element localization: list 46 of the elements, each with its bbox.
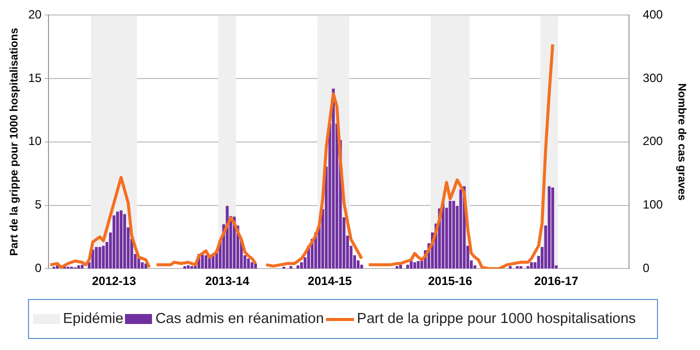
bar <box>448 200 452 269</box>
x-tick-label: 2013-14 <box>205 274 250 288</box>
bar <box>254 264 257 269</box>
bar <box>530 262 533 269</box>
bar <box>519 266 522 269</box>
y2-tick-label: 400 <box>642 8 664 22</box>
x-tick-label: 2014-15 <box>308 274 352 288</box>
x-tick-label: 2012-13 <box>92 274 136 288</box>
bar <box>80 264 84 269</box>
bar <box>399 264 402 269</box>
y2-tick-label: 300 <box>642 70 664 85</box>
y2-tick-label: 0 <box>642 260 650 275</box>
bar <box>204 255 208 269</box>
bar <box>360 264 364 269</box>
bar <box>201 254 204 269</box>
bar <box>120 210 122 269</box>
bar <box>396 266 398 269</box>
bar <box>332 88 335 269</box>
bar <box>452 200 456 269</box>
x-tick-label: 2016-17 <box>534 274 579 288</box>
y-tick-label: 10 <box>28 134 42 148</box>
bar <box>250 262 254 269</box>
y-tick-label: 0 <box>34 260 42 275</box>
bar <box>116 212 119 269</box>
bar <box>247 258 250 269</box>
y-axis-title: Part de la grippe pour 1000 hospitalisations <box>8 28 21 256</box>
bar <box>102 246 105 269</box>
bar <box>296 265 300 269</box>
bar <box>112 215 116 269</box>
y2-tick-label: 100 <box>642 198 664 212</box>
legend-label: Cas admis en réanimation <box>155 311 324 327</box>
bar <box>77 265 80 269</box>
bar <box>289 266 292 269</box>
text: Epidémie <box>63 311 124 327</box>
x-tick-label: 2015-16 <box>428 274 472 288</box>
y2-axis-title: Nombre de cas graves <box>675 83 688 201</box>
bar <box>190 266 194 269</box>
y2-tick-label: 200 <box>642 134 664 148</box>
bar <box>98 247 102 269</box>
y-tick-label: 15 <box>28 70 42 85</box>
bar <box>123 214 126 269</box>
bar <box>406 264 410 269</box>
y-tick-label: 5 <box>34 198 42 212</box>
bar <box>526 266 530 269</box>
legend-label: Part de la grippe pour 1000 hospitalisations <box>356 311 636 327</box>
y-tick-label: 20 <box>28 8 42 22</box>
